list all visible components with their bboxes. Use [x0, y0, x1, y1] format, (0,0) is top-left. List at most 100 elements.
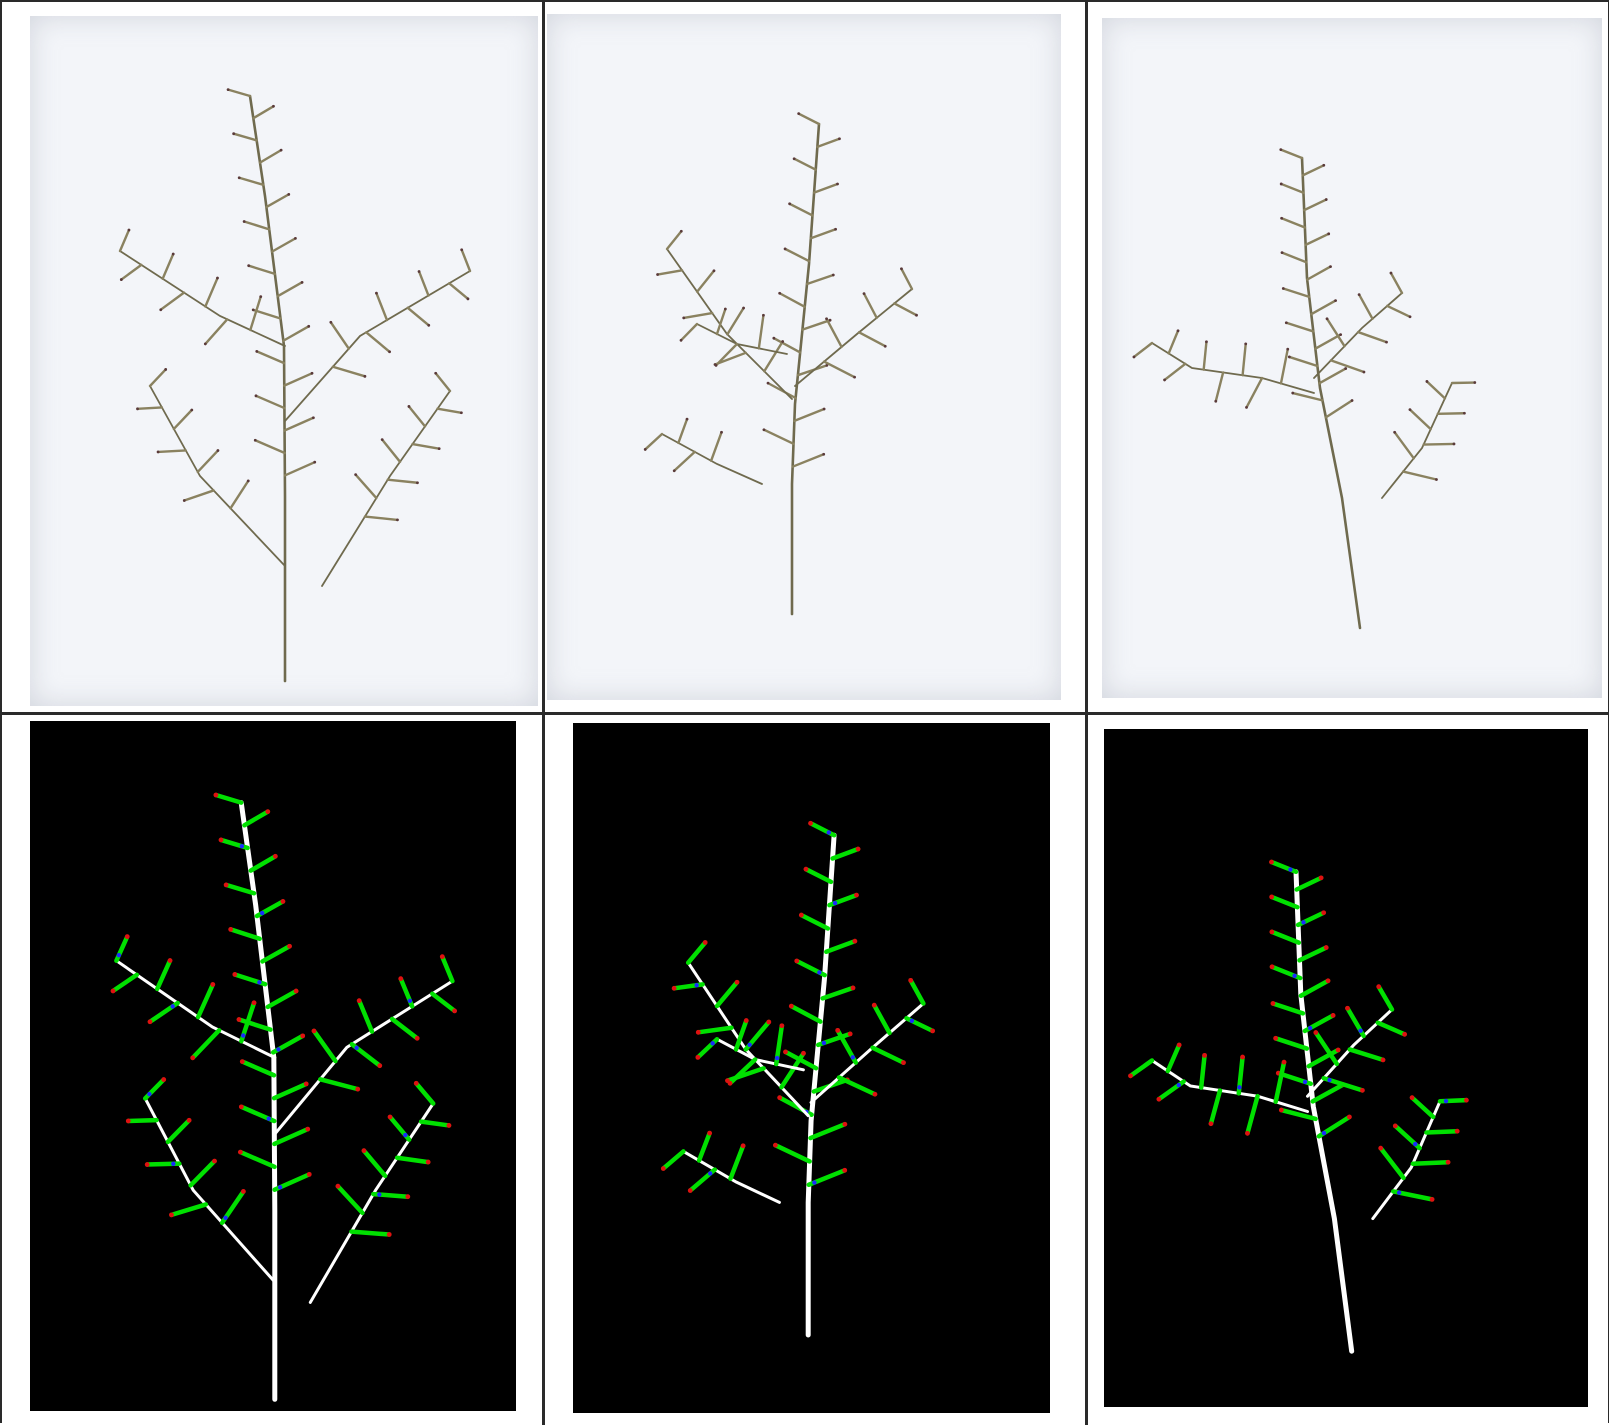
- pod-tip: [1360, 1088, 1365, 1093]
- seed-pod: [266, 194, 288, 207]
- pod-tip: [842, 1168, 847, 1173]
- seed-pod: [388, 480, 418, 483]
- pod-tip: [741, 1143, 746, 1148]
- pod-tip: [287, 944, 292, 949]
- branch-stem: [688, 963, 808, 1116]
- pod-tip: [779, 1023, 784, 1028]
- pod-tip: [1270, 964, 1275, 969]
- pod-tip: [301, 281, 304, 284]
- pod-base-node: [833, 901, 837, 905]
- pod-tip: [842, 1122, 847, 1127]
- seed-pod: [1247, 1096, 1257, 1133]
- pod-tip: [832, 274, 835, 277]
- pod-tip: [157, 451, 160, 454]
- pod-tip: [467, 297, 470, 300]
- seed-pod: [1243, 344, 1246, 375]
- grid-divider-row: [2, 712, 1609, 715]
- seed-pod: [113, 975, 137, 991]
- pod-tip: [801, 1051, 806, 1056]
- seed-pod: [1286, 323, 1313, 332]
- pod-tip: [1128, 1073, 1133, 1078]
- seed-pod: [1281, 1110, 1315, 1119]
- pod-tip: [1271, 1001, 1276, 1006]
- pod-tip: [763, 428, 766, 431]
- seed-pod: [807, 275, 833, 284]
- pod-base-node: [117, 953, 121, 957]
- pod-base-node: [1237, 1085, 1241, 1089]
- pod-tip: [126, 1119, 131, 1124]
- pod-base-node: [708, 1171, 712, 1175]
- seed-pod: [1319, 369, 1345, 384]
- seed-pod: [128, 1120, 156, 1121]
- pod-tip: [1410, 1095, 1415, 1100]
- pod-tip: [216, 277, 219, 280]
- seed-pod: [814, 184, 837, 193]
- seed-pod: [794, 159, 816, 170]
- pod-tip: [915, 314, 918, 317]
- pod-tip: [1327, 232, 1330, 235]
- seed-pod: [658, 270, 682, 274]
- pod-base-node: [694, 983, 698, 987]
- plant-seg-1: [30, 721, 516, 1411]
- pod-tip: [1329, 265, 1332, 268]
- pod-tip: [822, 453, 825, 456]
- seed-pod: [775, 1145, 809, 1161]
- seed-pod: [174, 410, 192, 429]
- seed-pod: [727, 308, 743, 334]
- pod-tip: [1363, 371, 1366, 374]
- seed-pod: [351, 1232, 389, 1235]
- pod-tip: [329, 321, 332, 324]
- pod-tip: [362, 1148, 367, 1153]
- pod-tip: [212, 1159, 217, 1164]
- pod-tip: [388, 350, 391, 353]
- seed-pod: [678, 419, 687, 443]
- seed-pod: [799, 114, 819, 124]
- pod-tip: [873, 1092, 878, 1097]
- pod-tip: [312, 416, 315, 419]
- cell-scan-3: [1088, 2, 1608, 712]
- pod-tip: [375, 292, 378, 295]
- seed-pod: [320, 1079, 357, 1089]
- seed-pod: [449, 283, 468, 299]
- seed-pod: [432, 994, 454, 1011]
- pod-base-node: [377, 1192, 381, 1196]
- pod-tip: [388, 1115, 393, 1120]
- seed-pod: [1293, 393, 1323, 400]
- seed-pod: [416, 1083, 433, 1103]
- pod-tip: [686, 418, 689, 421]
- pod-tip: [1281, 251, 1284, 254]
- seed-pod: [244, 221, 269, 229]
- pod-tip: [834, 228, 837, 231]
- pod-tip: [777, 1095, 782, 1100]
- seed-pod: [1297, 878, 1321, 890]
- pod-tip: [656, 273, 659, 276]
- seed-pod: [239, 178, 263, 185]
- plant-scan-2: [547, 14, 1061, 700]
- pod-tip: [219, 838, 224, 843]
- seed-pod: [1424, 444, 1454, 445]
- pod-tip: [703, 940, 708, 945]
- seed-pod: [764, 342, 782, 372]
- pod-tip: [1336, 1048, 1341, 1053]
- pod-tip: [707, 1131, 712, 1136]
- pod-tip: [1453, 443, 1456, 446]
- pod-tip: [784, 247, 787, 250]
- seed-pod: [262, 946, 289, 961]
- pod-tip: [793, 157, 796, 160]
- pod-tip: [1464, 1098, 1469, 1103]
- seed-pod: [780, 293, 805, 307]
- pod-tip: [227, 88, 230, 91]
- seed-pod: [413, 444, 440, 449]
- pod-tip: [136, 407, 139, 410]
- seed-pod: [1378, 1023, 1405, 1035]
- pod-tip: [247, 264, 250, 267]
- pod-tip: [304, 1081, 309, 1086]
- seed-pod: [1276, 1038, 1307, 1048]
- seed-pod: [1289, 357, 1317, 366]
- pod-base-node: [1177, 1083, 1181, 1087]
- seed-pod: [1426, 1131, 1457, 1132]
- seed-pod: [730, 1146, 743, 1179]
- pod-tip: [190, 1055, 195, 1060]
- seed-pod: [833, 849, 859, 858]
- pod-tip: [682, 316, 685, 319]
